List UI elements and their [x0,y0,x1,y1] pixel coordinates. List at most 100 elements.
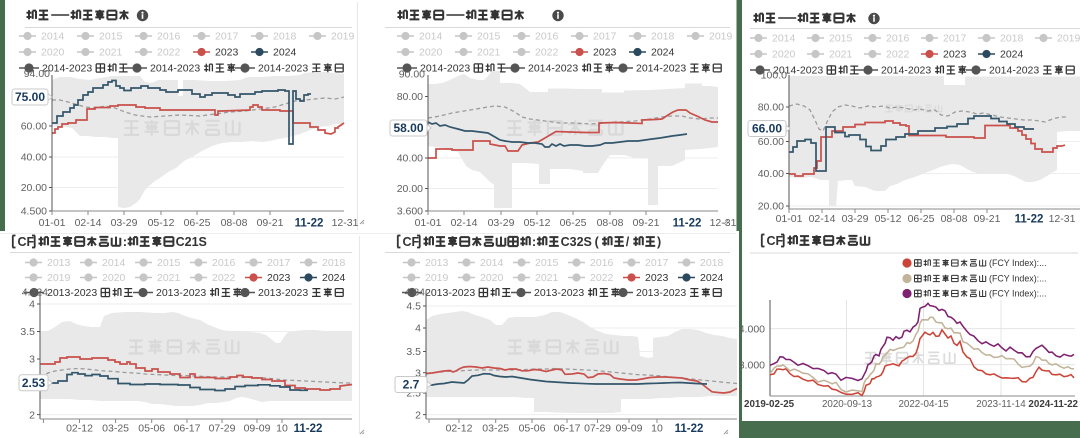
svg-text:2020: 2020 [480,272,504,284]
svg-text:05-06: 05-06 [138,423,165,435]
svg-text:03-25: 03-25 [482,423,509,435]
svg-text:2014-2023: 2014-2023 [773,65,823,77]
svg-text:40.00: 40.00 [397,153,423,165]
svg-text:2020: 2020 [102,272,126,284]
svg-text:01-01: 01-01 [776,213,803,225]
svg-text:2018: 2018 [651,31,675,43]
svg-text:2018: 2018 [273,31,297,43]
svg-text:58.00: 58.00 [393,121,423,135]
svg-text:12-31: 12-31 [332,217,359,229]
svg-text:02-14: 02-14 [809,213,836,225]
svg-text:11-22: 11-22 [294,423,323,435]
svg-text:03-29: 03-29 [842,213,869,225]
svg-text:09-21: 09-21 [974,213,1001,225]
svg-text:60.00: 60.00 [21,121,47,133]
svg-text:01-01: 01-01 [39,217,66,229]
svg-text:2023-11-14: 2023-11-14 [976,399,1026,410]
svg-text:09-21: 09-21 [633,217,660,229]
svg-text:06-25: 06-25 [184,217,211,229]
svg-text:2014-2023: 2014-2023 [636,63,686,75]
svg-text:06-25: 06-25 [908,213,935,225]
svg-text:2018: 2018 [700,257,724,269]
svg-text:01-01: 01-01 [415,217,442,229]
svg-text:2024: 2024 [700,272,724,284]
svg-text::: : [123,234,127,249]
svg-text:03-29: 03-29 [488,217,515,229]
svg-text:2024: 2024 [322,272,346,284]
svg-text:4.224: 4.224 [22,287,48,299]
svg-text:2024: 2024 [651,47,675,59]
svg-text:2015: 2015 [99,31,123,43]
svg-text:(FCY Index):...: (FCY Index):... [989,289,1047,299]
svg-text:3: 3 [29,354,35,366]
svg-text:2013-2023: 2013-2023 [156,287,206,299]
svg-text:2014: 2014 [772,33,796,45]
svg-text:12-31: 12-31 [1049,213,1076,225]
svg-text:2022-04-15: 2022-04-15 [898,399,949,410]
svg-text:94.00: 94.00 [24,68,50,80]
svg-text:2024: 2024 [273,47,297,59]
svg-text:2013: 2013 [425,257,449,269]
svg-text:02-14: 02-14 [75,217,102,229]
svg-text:11-22: 11-22 [1015,214,1044,226]
svg-text:06-25: 06-25 [560,217,587,229]
svg-text:2022: 2022 [535,47,559,59]
svg-text:80.00: 80.00 [397,91,423,103]
svg-text:2019: 2019 [47,272,71,284]
svg-text:90.00: 90.00 [399,69,425,81]
svg-text:2022: 2022 [212,272,236,284]
svg-text:2013-2023: 2013-2023 [636,287,686,299]
svg-text:4.84: 4.84 [405,287,426,299]
svg-text:2016: 2016 [590,257,614,269]
svg-text:2020: 2020 [772,49,796,61]
svg-text:(: ( [595,235,600,249]
svg-text:2020: 2020 [41,47,65,59]
svg-text:06-17: 06-17 [174,423,201,435]
svg-text:07-29: 07-29 [584,423,611,435]
svg-text:3.000: 3.000 [739,359,765,371]
svg-text:10: 10 [651,423,663,435]
svg-text:2017: 2017 [215,31,239,43]
svg-text:75.00: 75.00 [15,90,45,104]
svg-text:60.00: 60.00 [758,136,784,148]
svg-text:3.600: 3.600 [397,206,423,218]
svg-text:C32S: C32S [561,235,592,249]
svg-text:2014: 2014 [41,31,65,43]
svg-text:2014-2023: 2014-2023 [528,63,578,75]
svg-text:2020-09-13: 2020-09-13 [822,399,873,410]
svg-text:4: 4 [415,323,421,335]
svg-text:2014-2023: 2014-2023 [42,63,92,75]
svg-text:/: / [626,235,630,249]
svg-text:09-09: 09-09 [616,423,643,435]
svg-text:CF: CF [403,235,420,249]
svg-text:66.00: 66.00 [752,122,782,136]
svg-text:05-12: 05-12 [524,217,551,229]
svg-text:03-29: 03-29 [111,217,138,229]
svg-text:4.000: 4.000 [739,323,765,335]
svg-text:100.0: 100.0 [761,70,787,82]
svg-text:2013-2023: 2013-2023 [258,287,308,299]
svg-text:CF: CF [767,234,784,248]
svg-text:10: 10 [276,423,288,435]
svg-text:03-25: 03-25 [102,423,129,435]
svg-text:20.00: 20.00 [21,182,47,194]
svg-text:06-17: 06-17 [554,423,581,435]
svg-text:3.5: 3.5 [20,326,35,338]
svg-text:2013-2023: 2013-2023 [47,287,97,299]
svg-text:C21S: C21S [176,235,207,249]
svg-text:2019: 2019 [709,31,733,43]
svg-text:2017: 2017 [593,31,617,43]
svg-text:20.00: 20.00 [758,201,784,213]
svg-text:3: 3 [415,367,421,379]
svg-text:2013-2023: 2013-2023 [425,287,475,299]
svg-text:11-22: 11-22 [673,218,702,230]
svg-text:2014: 2014 [102,257,126,269]
svg-text:2016: 2016 [157,31,181,43]
svg-text:2014-2023: 2014-2023 [150,63,200,75]
svg-text:11-22: 11-22 [295,218,324,230]
svg-text:4.5: 4.5 [406,301,421,313]
svg-text:2015: 2015 [829,33,853,45]
svg-text:2013: 2013 [47,257,71,269]
svg-text:2020: 2020 [419,47,443,59]
svg-text:11-22: 11-22 [675,423,704,435]
